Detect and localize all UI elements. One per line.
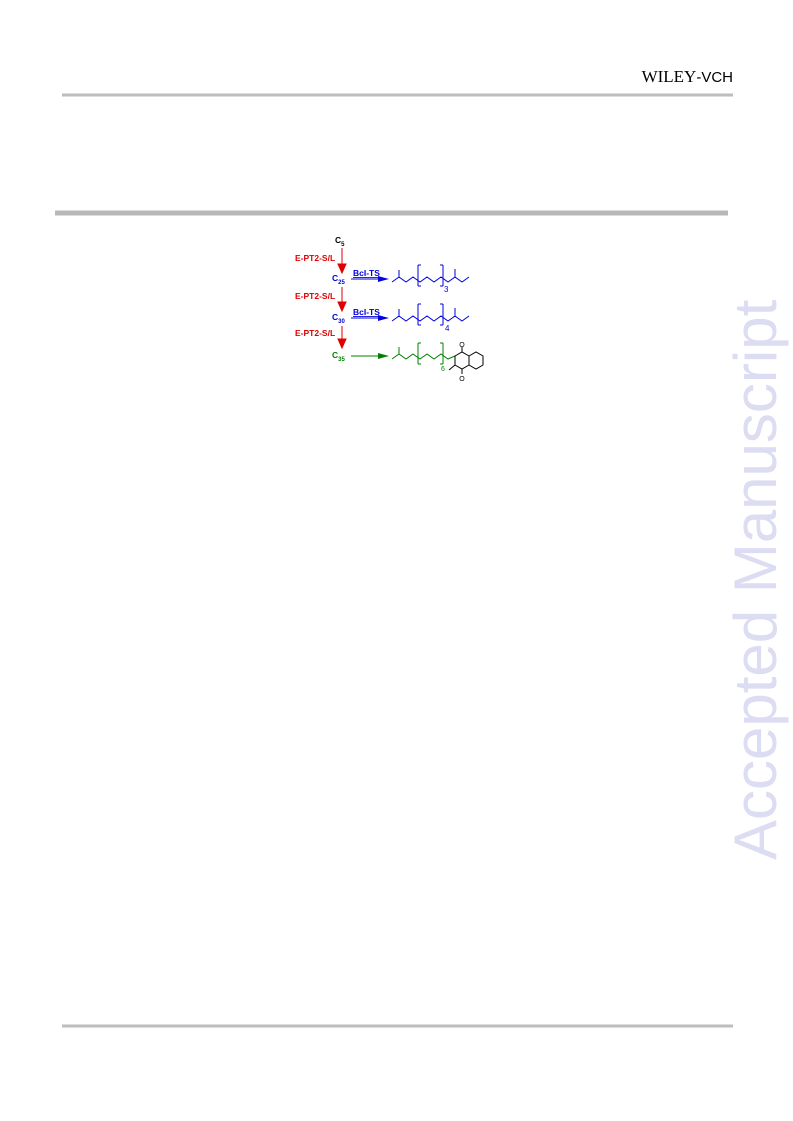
step-label: E-PT2-S/L — [295, 328, 335, 338]
publisher-suffix: -VCH — [696, 69, 733, 86]
node-symbol: C — [332, 273, 338, 283]
node: C30 — [332, 312, 345, 325]
product-c25 — [391, 264, 470, 287]
step-label: E-PT2-S/L — [295, 253, 335, 263]
node-symbol: C — [332, 312, 338, 322]
atom-label: O — [459, 376, 465, 383]
repeat-count: 6 — [441, 366, 445, 373]
reagent-label: BcI-TS — [353, 307, 380, 317]
product-c35 — [391, 342, 456, 365]
node-subscript: 35 — [338, 357, 345, 363]
node-symbol: C — [332, 350, 338, 360]
watermark: Accepted Manuscript — [722, 299, 789, 860]
node: C5 — [335, 235, 345, 248]
publisher: WILEY-VCH — [642, 67, 733, 86]
node-subscript: 30 — [338, 319, 345, 325]
repeat-count: 3 — [444, 285, 449, 294]
node-subscript: 25 — [338, 280, 345, 286]
publisher-name: WILEY — [642, 67, 697, 86]
step-arrows — [337, 248, 347, 350]
naphthoquinone — [448, 347, 484, 374]
repeat-count: 4 — [445, 324, 450, 333]
step-label: E-PT2-S/L — [295, 291, 335, 301]
atom-label: O — [459, 342, 465, 349]
node-symbol: C — [335, 235, 341, 245]
node: C35 — [332, 350, 345, 363]
reaction-arrows — [351, 276, 389, 359]
scheme: C5 C25 C30 C35 E-PT2-S/L E-PT2-S/L E-PT2… — [295, 235, 484, 383]
reagent-label: BcI-TS — [353, 268, 380, 278]
product-c30 — [391, 303, 470, 326]
node-subscript: 5 — [341, 242, 345, 248]
node: C25 — [332, 273, 345, 286]
